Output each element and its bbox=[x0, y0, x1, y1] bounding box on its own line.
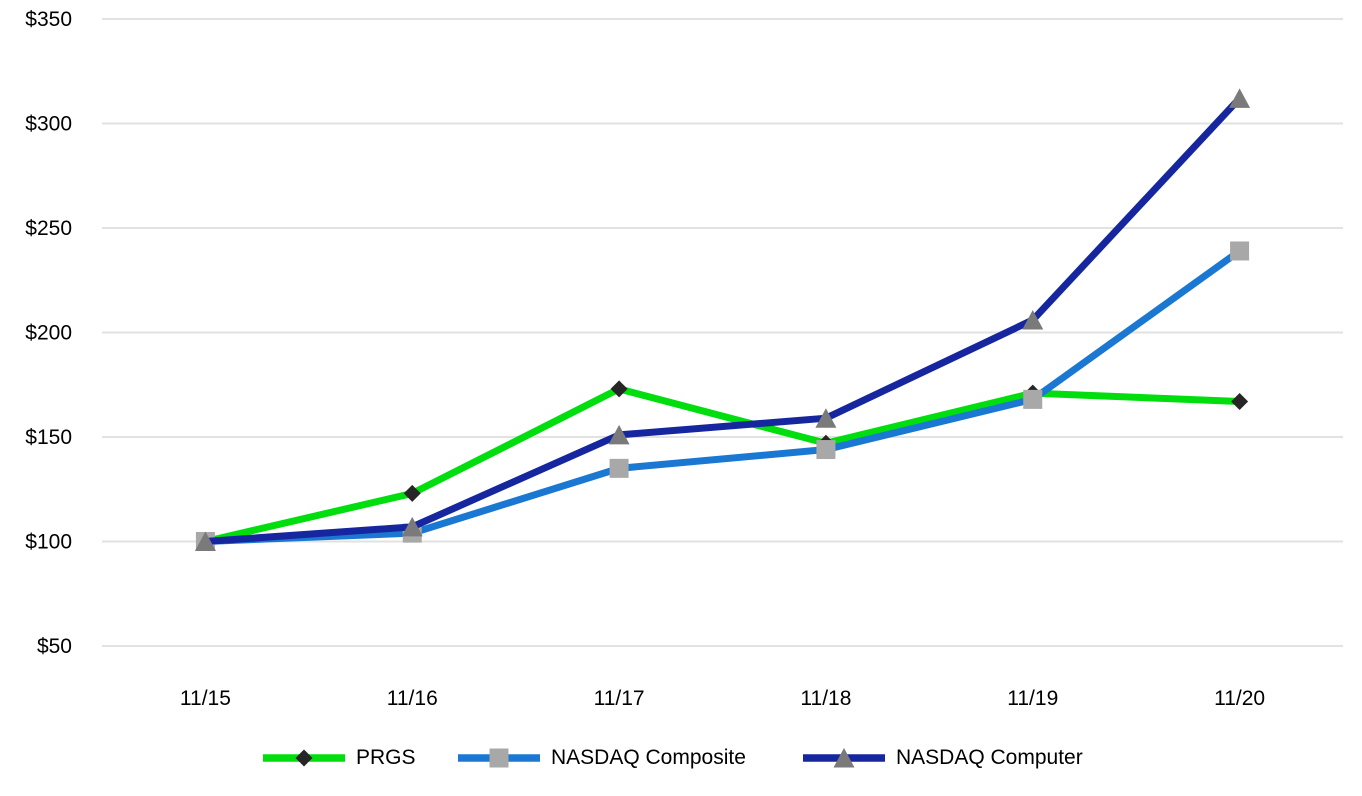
y-axis-tick-label: $200 bbox=[25, 322, 72, 345]
y-axis-tick-label: $250 bbox=[25, 217, 72, 240]
nasdaq-computer-line-triangle-icon bbox=[803, 748, 885, 768]
diamond-marker bbox=[1231, 392, 1249, 410]
triangle-marker bbox=[833, 748, 855, 768]
series-line-nasdaq-computer bbox=[201, 94, 1244, 545]
triangle-marker bbox=[608, 424, 630, 445]
legend-item-nasdaq-computer: NASDAQ Computer bbox=[803, 745, 1083, 771]
nasdaq-composite-line-square-icon bbox=[458, 748, 540, 768]
y-axis-tick-label: $100 bbox=[25, 531, 72, 554]
diamond-marker bbox=[295, 749, 313, 767]
diamond-marker bbox=[610, 380, 628, 398]
square-marker bbox=[1023, 389, 1043, 409]
triangle-marker bbox=[815, 408, 837, 428]
x-axis-tick-label: 11/15 bbox=[180, 687, 231, 710]
x-axis-tick-label: 11/17 bbox=[594, 687, 645, 710]
series-line-prgs bbox=[201, 385, 1244, 545]
triangle-marker bbox=[401, 516, 423, 537]
y-axis-tick-label: $350 bbox=[25, 8, 72, 31]
square-marker bbox=[609, 458, 629, 478]
x-axis-tick-label: 11/19 bbox=[1007, 687, 1058, 710]
series-line-nasdaq-composite bbox=[201, 247, 1244, 545]
y-axis-tick-label: $150 bbox=[25, 426, 72, 449]
legend-label-nasdaq-computer: NASDAQ Computer bbox=[896, 746, 1083, 769]
x-axis-tick-label: 11/20 bbox=[1214, 687, 1265, 710]
square-marker bbox=[489, 748, 509, 768]
legend: PRGS NASDAQ Composite NASDAQ Computer bbox=[0, 745, 1362, 773]
plot-area: $50 $100 $150 $200 $250 $300 $350 11/15 11/16 11/… bbox=[25, 8, 1343, 710]
y-axis-tick-label: $300 bbox=[25, 113, 72, 136]
triangle-marker bbox=[194, 531, 216, 551]
x-axis-tick-label: 11/18 bbox=[800, 687, 851, 710]
legend-label-prgs: PRGS bbox=[356, 746, 416, 769]
y-axis-tick-label: $50 bbox=[37, 635, 72, 658]
triangle-marker bbox=[1022, 309, 1044, 330]
x-axis-tick-label: 11/16 bbox=[387, 687, 438, 710]
square-marker bbox=[816, 440, 836, 460]
legend-item-prgs: PRGS bbox=[263, 745, 416, 771]
diamond-marker bbox=[403, 484, 421, 502]
legend-label-nasdaq-composite: NASDAQ Composite bbox=[551, 746, 746, 769]
prgs-line-diamond-icon bbox=[263, 749, 345, 767]
legend-item-nasdaq-composite: NASDAQ Composite bbox=[458, 745, 746, 771]
square-marker bbox=[1230, 241, 1250, 261]
triangle-marker bbox=[1229, 88, 1251, 108]
